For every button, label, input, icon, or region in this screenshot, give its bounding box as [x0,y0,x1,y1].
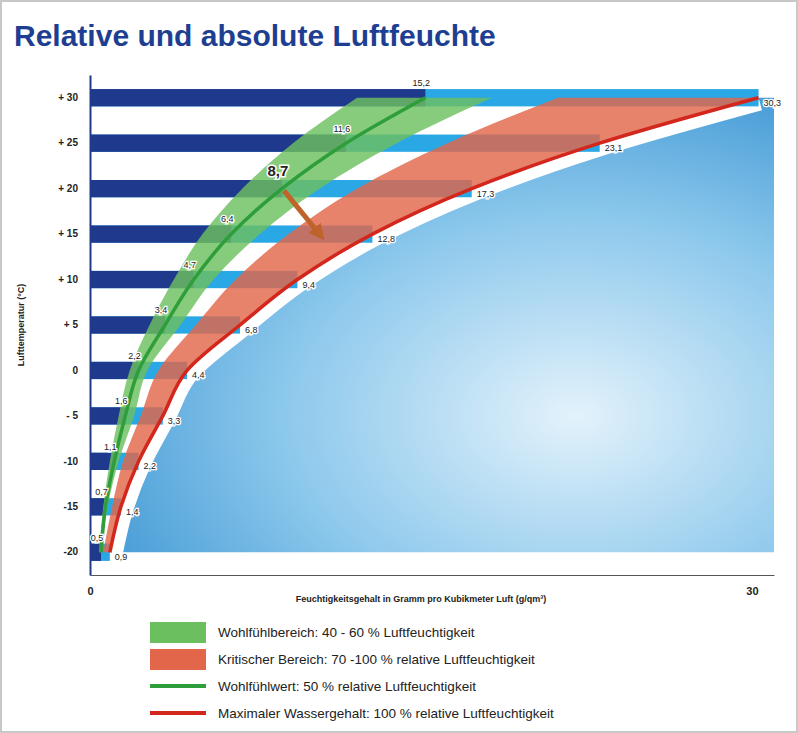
y-axis-title: Lufttemperatur (°C) [16,284,26,367]
data-label: 2,2 [144,461,157,471]
annotation-arrow [284,191,320,234]
x-tick: 30 [746,575,758,597]
data-label: 12,8 [377,234,395,244]
legend-swatch [150,649,206,670]
y-tick: + 10 [58,274,90,285]
data-label: 0,9 [115,552,128,562]
y-tick: -10 [64,456,90,467]
legend-label: Wohlfühlwert: 50 % relative Luftfeuchtig… [218,679,476,694]
y-axis: + 30 + 25 + 20 + 15 + 10 + 5 0 - 5 -10 -15 -20 [58,76,90,576]
y-tick-label: -20 [64,546,79,557]
data-label: 3,3 [168,416,181,426]
data-label: 0,7 [95,487,108,497]
legend-swatch [150,711,206,715]
chart-title: Relative und absolute Luftfeuchte [14,19,496,52]
y-tick: + 15 [58,228,90,239]
legend-label: Maximaler Wassergehalt: 100 % relative L… [218,706,554,721]
y-tick-label: + 25 [58,137,78,148]
data-label: 2,2 [128,351,141,361]
data-label: 9,4 [302,280,315,290]
data-label: 15,2 [413,78,431,88]
y-tick: -20 [64,546,90,557]
y-tick: + 20 [58,183,90,194]
y-tick-label: + 10 [58,274,78,285]
data-label: 4,7 [183,260,196,270]
data-label: 1,1 [104,442,117,452]
data-label: 6,4 [221,214,234,224]
x-tick: 0 [87,575,93,597]
y-tick-label: - 5 [66,410,78,421]
legend-item: Wohlfühlwert: 50 % relative Luftfeuchtig… [150,679,476,694]
x-tick-label: 30 [746,585,758,597]
curve-line [110,98,759,553]
y-tick-label: 0 [72,365,78,376]
y-axis-line [90,76,92,576]
y-tick-label: + 20 [58,183,78,194]
legend-item: Maximaler Wassergehalt: 100 % relative L… [150,706,554,721]
y-tick: - 5 [66,410,90,421]
x-axis-line [91,575,775,576]
legend: Wohlfühlbereich: 40 - 60 % Luftfeuchtigk… [150,622,554,721]
data-label: 23,1 [605,143,623,153]
y-tick: 0 [72,365,90,376]
plot-marks [90,89,774,561]
y-tick: + 5 [64,319,90,330]
data-label: 1,6 [115,396,128,406]
x-tick-label: 0 [87,585,93,597]
band-area [103,98,758,553]
legend-item: Kritischer Bereich: 70 -100 % relative L… [150,649,535,670]
y-tick-label: + 30 [58,92,78,103]
legend-label: Wohlfühlbereich: 40 - 60 % Luftfeuchtigk… [218,625,475,640]
legend-swatch [150,684,206,688]
x-axis-title: Feuchtigkeitsgehalt in Gramm pro Kubikme… [296,594,547,604]
data-labels: 15,2 11,6 6,4 4,7 3,4 2,2 1,6 1,1 0,7 0,5 30,3 23,1… [91,78,781,562]
data-label: 17,3 [477,189,495,199]
legend-label: Kritischer Bereich: 70 -100 % relative L… [218,652,535,667]
curve-line [101,98,425,553]
y-tick-label: + 15 [58,228,78,239]
data-label: 6,8 [245,325,258,335]
data-label: 4,4 [192,370,205,380]
y-tick: -15 [64,501,90,512]
annotation-label: 8,7 [268,162,289,179]
data-label: 0,5 [91,533,104,543]
y-tick: + 25 [58,137,90,148]
y-tick-label: -10 [64,456,79,467]
y-tick-label: -15 [64,501,79,512]
page-frame [1,1,797,732]
legend-item: Wohlfühlbereich: 40 - 60 % Luftfeuchtigk… [150,622,475,643]
y-tick: + 30 [58,92,90,103]
chart-svg: Relative und absolute Luftfeuchte + 30 + 2… [0,0,798,733]
data-label: 30,3 [764,98,782,108]
data-label: 11,6 [334,124,351,134]
legend-swatch [150,622,206,643]
data-label: 3,4 [155,305,168,315]
y-tick-label: + 5 [64,319,79,330]
data-label: 1,4 [126,507,139,517]
